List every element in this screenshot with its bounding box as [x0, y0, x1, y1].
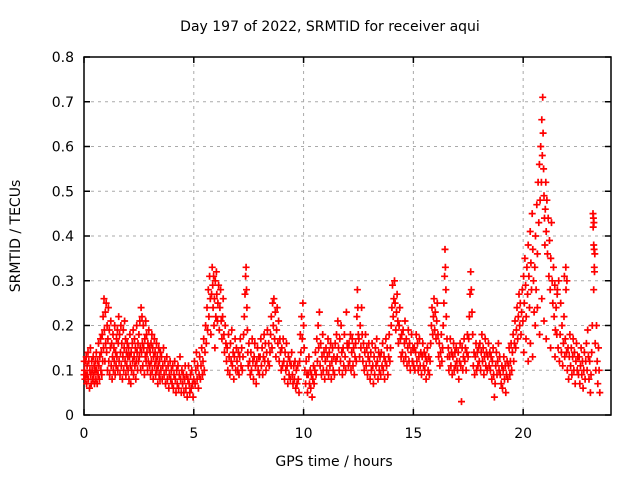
x-tick-label: 10: [295, 426, 313, 442]
y-tick-label: 0.5: [52, 184, 74, 200]
x-tick-label: 0: [80, 426, 89, 442]
chart-title: Day 197 of 2022, SRMTID for receiver aqu…: [180, 19, 480, 35]
y-tick-label: 0.4: [52, 229, 74, 245]
y-axis-label: SRMTID / TECUs: [8, 180, 24, 293]
plot-area: 0 5 10 15 20 0 0.1 0.2 0.3 0.4 0.5 0.6 0.7 0.8: [52, 50, 612, 442]
y-tick-label: 0.2: [52, 319, 74, 335]
y-tick-label: 0: [65, 408, 74, 424]
x-tick-label: 20: [514, 426, 532, 442]
y-tick-label: 0.6: [52, 140, 74, 156]
x-tick-label: 5: [189, 426, 198, 442]
y-tick-label: 0.8: [52, 50, 74, 66]
x-tick-label: 15: [404, 426, 422, 442]
data-points-plus-markers: [80, 93, 604, 406]
x-axis-label: GPS time / hours: [275, 454, 392, 470]
y-tick-label: 0.1: [52, 363, 74, 379]
y-tick-label: 0.7: [52, 95, 74, 111]
y-tick-label: 0.3: [52, 274, 74, 290]
